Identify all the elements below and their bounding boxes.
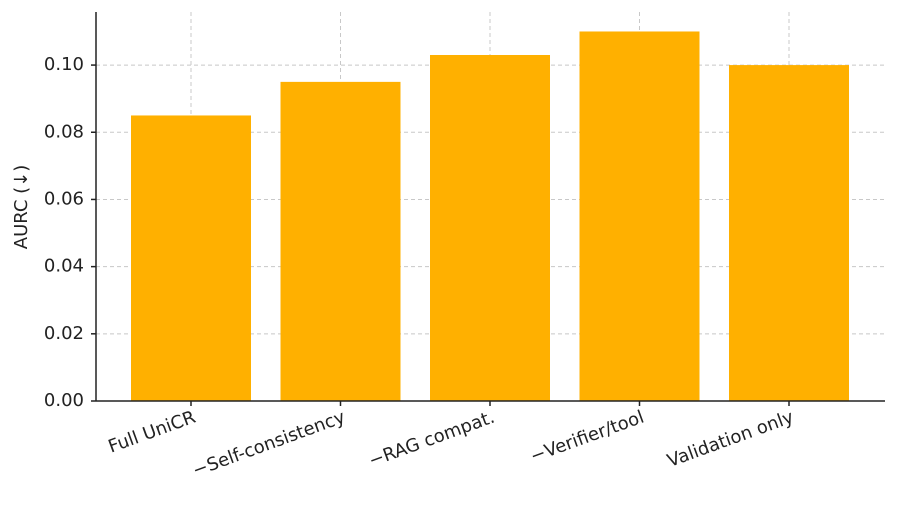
bar [131,115,251,401]
x-tick-label: Validation only [665,407,797,472]
y-tick-label: 0.00 [44,390,84,411]
y-axis-label: AURC (↓) [11,165,32,250]
bar [280,81,401,401]
bar [430,54,550,402]
y-tick-label: 0.06 [44,188,84,209]
y-tick-label: 0.08 [44,121,84,142]
y-tick-label: 0.02 [44,323,84,344]
x-tick-label: −Verifier/tool [528,407,647,468]
y-tick-label: 0.04 [44,256,84,277]
bar [729,65,849,402]
bar [579,31,700,402]
x-tick-label: −Self-consistency [190,407,348,482]
x-tick-label: −RAG compat. [366,407,497,472]
y-tick-label: 0.10 [44,54,84,75]
x-tick-label: Full UniCR [106,407,199,458]
